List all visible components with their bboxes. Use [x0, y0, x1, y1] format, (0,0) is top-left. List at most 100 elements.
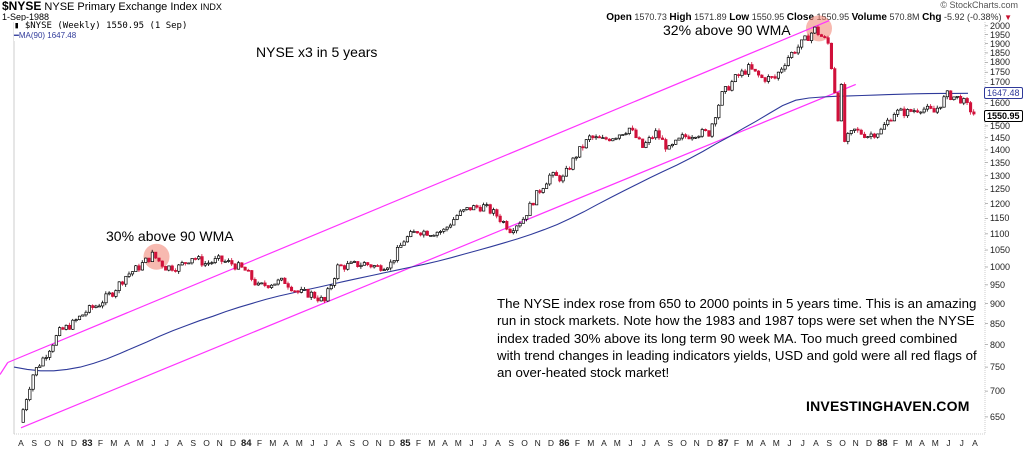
y-tick-label: 1150 [990, 213, 1010, 224]
x-tick-label: N [57, 438, 64, 448]
x-tick-label: D [865, 438, 873, 448]
y-tick-label: 1100 [990, 228, 1010, 239]
x-tick-label: M [931, 438, 939, 448]
x-tick-label: N [216, 438, 223, 448]
y-tick-label: 1300 [990, 170, 1011, 181]
annotation-title: NYSE x3 in 5 years [256, 44, 378, 60]
x-tick-label: M [772, 438, 780, 448]
x-tick-label: F [892, 438, 899, 448]
y-tick-label: 800 [990, 339, 1006, 350]
legend-price: ▮ $NYSE (Weekly) 1550.95 (1 Sep) [14, 21, 187, 31]
x-tick-label: A [919, 438, 925, 448]
high-value: 1571.89 [694, 12, 727, 22]
volume-value: 570.8M [889, 12, 920, 22]
x-tick-label: O [362, 438, 369, 448]
x-tick-label: D [706, 438, 714, 448]
close-value: 1550.95 [816, 12, 850, 22]
candle-legend-icon: ▮ [14, 21, 20, 31]
x-tick-label: F [574, 438, 581, 448]
y-tick-label: 1750 [990, 67, 1011, 78]
x-tick-label: D [388, 438, 396, 448]
legend-price-text: $NYSE (Weekly) 1550.95 (1 Sep) [24, 21, 188, 31]
x-tick-label: S [667, 438, 674, 448]
x-tick-label: A [813, 438, 819, 448]
x-tick-label: 85 [399, 438, 411, 449]
copyright: © StockCharts.com [940, 0, 1018, 10]
x-tick-label: N [375, 438, 382, 448]
x-tick-label: 86 [558, 438, 570, 449]
y-tick-label: 1450 [990, 132, 1011, 143]
x-tick-label: A [336, 438, 342, 448]
y-tick-label: 1800 [990, 57, 1011, 68]
x-tick-label: F [733, 438, 740, 448]
x-tick-label: A [495, 438, 501, 448]
y-tick-label: 1500 [990, 120, 1011, 131]
legend-ma-text: MA(90) 1647.48 [18, 31, 77, 40]
ma90-line [13, 92, 969, 372]
x-tick-label: M [905, 438, 913, 448]
x-tick-label: J [641, 438, 646, 448]
high-label: High [669, 12, 692, 23]
x-tick-label: M [613, 438, 621, 448]
low-value: 1550.95 [751, 12, 785, 22]
chart-legend: ▮ $NYSE (Weekly) 1550.95 (1 Sep) ━MA(90)… [14, 21, 188, 41]
open-value: 1570.73 [634, 12, 667, 22]
exchange-label: INDX [200, 2, 222, 12]
open-label: Open [606, 12, 632, 23]
x-tick-label: O [44, 438, 51, 448]
x-tick-label: J [323, 438, 328, 448]
x-tick-label: S [190, 438, 197, 448]
x-tick-label: J [151, 438, 156, 448]
x-tick-label: O [680, 438, 687, 448]
commentary-text: The NYSE index rose from 650 to 2000 poi… [497, 296, 977, 381]
index-name: NYSE Primary Exchange Index [44, 1, 198, 13]
annotation-1983-top: 30% above 90 WMA [106, 228, 234, 244]
ohlc-summary: Open 1570.73 High 1571.89 Low 1550.95 Cl… [606, 12, 1012, 23]
x-tick-label: S [508, 438, 515, 448]
y-tick-label: 900 [990, 298, 1006, 309]
x-tick-label: J [482, 438, 487, 448]
x-tick-label: S [826, 438, 833, 448]
y-tick-label: 1700 [990, 77, 1011, 88]
x-tick-label: M [454, 438, 462, 448]
chart-date: 1-Sep-1988 [2, 12, 50, 22]
channel-lower-line [20, 83, 856, 429]
x-tick-label: A [760, 438, 766, 448]
y-tick-label: 1250 [990, 184, 1011, 195]
x-tick-label: A [654, 438, 660, 448]
y-tick-label: 700 [990, 386, 1006, 397]
annotation-1987-top: 32% above 90 WMA [663, 22, 791, 38]
x-tick-label: M [295, 438, 303, 448]
ticker-symbol: $NYSE [2, 0, 42, 13]
y-tick-label: 1850 [990, 47, 1011, 58]
x-tick-label: M [746, 438, 754, 448]
x-tick-label: D [70, 438, 78, 448]
x-tick-label: J [787, 438, 792, 448]
y-tick-label: 2000 [990, 20, 1011, 31]
y-tick-label: 650 [990, 411, 1006, 422]
x-tick-label: J [164, 438, 169, 448]
volume-label: Volume [851, 12, 887, 23]
x-tick-label: F [415, 438, 422, 448]
x-tick-label: J [946, 438, 951, 448]
chg-value: -5.92 (-0.38%) [944, 12, 1002, 22]
low-label: Low [729, 12, 750, 23]
ma-value-badge: 1647.48 [984, 87, 1023, 100]
legend-ma: ━MA(90) 1647.48 [14, 31, 187, 41]
x-tick-label: N [693, 438, 700, 448]
down-triangle-icon: ▼ [1004, 13, 1012, 22]
ma-legend-icon: ━ [14, 31, 19, 40]
y-tick-label: 950 [990, 279, 1006, 290]
x-tick-label: 84 [240, 438, 252, 449]
x-tick-label: S [349, 438, 356, 448]
x-tick-label: 87 [717, 438, 729, 449]
x-tick-label: M [110, 438, 118, 448]
x-tick-label: A [177, 438, 183, 448]
x-tick-label: A [124, 438, 130, 448]
x-tick-label: J [628, 438, 633, 448]
close-label: Close [786, 12, 815, 23]
x-tick-label: 83 [81, 438, 93, 449]
chart-title: $NYSE NYSE Primary Exchange Index INDX [2, 0, 222, 13]
x-tick-label: N [534, 438, 541, 448]
